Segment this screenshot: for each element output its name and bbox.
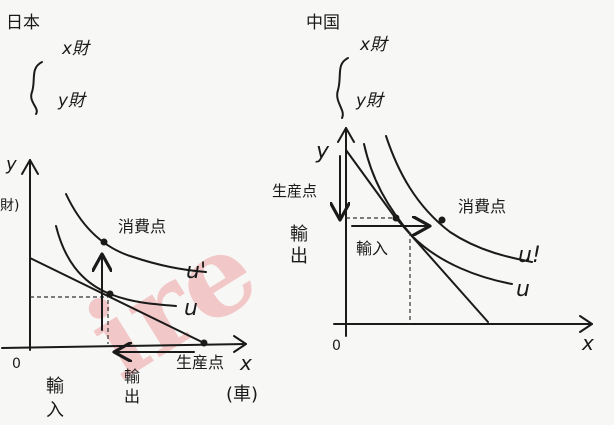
left-origin-label: 0	[12, 356, 21, 372]
left-curve-inner-label: u	[184, 296, 198, 321]
right-x-axis-arrow	[579, 315, 593, 333]
left-export-label-1: 輸	[124, 367, 140, 386]
left-x-axis-unit: (車)	[226, 384, 258, 405]
right-curve-inner-label: u	[516, 277, 530, 302]
left-indifference-curve-outer	[65, 193, 207, 273]
right-bracket	[336, 57, 349, 119]
left-y-axis-label: y	[5, 154, 17, 175]
right-country-label: 中国	[306, 13, 340, 33]
right-production-point-label: 生産点	[272, 182, 317, 200]
left-export-label-2: 出	[124, 387, 140, 406]
right-x-axis-label: x	[581, 331, 594, 355]
right-good-x-label: x財	[359, 35, 389, 55]
left-y-axis-suffix: 財)	[0, 198, 19, 214]
right-indifference-curve-inner	[363, 143, 513, 285]
left-country-label: 日本	[6, 13, 40, 33]
right-good-y-label: y財	[355, 91, 385, 111]
left-import-label-2: 入	[46, 400, 64, 421]
left-production-point-label: 生産点	[176, 353, 224, 372]
left-production-point	[200, 339, 208, 347]
left-consumption-point	[100, 238, 108, 246]
right-trade-line	[345, 149, 489, 323]
left-x-axis-label: x	[239, 351, 252, 375]
left-curve-outer-label: u'	[186, 259, 206, 284]
right-export-label-2: 出	[290, 246, 308, 267]
left-tangent-point	[106, 290, 114, 298]
right-panel: 中国 x財 y財 y 0 x u! u 生産点 輸 出 輸入 消費点	[272, 13, 594, 355]
left-bracket	[30, 61, 43, 115]
left-y-axis-arrow	[21, 159, 39, 175]
right-indifference-curve-outer	[385, 135, 533, 263]
right-curve-outer-label: u!	[518, 243, 541, 268]
right-production-point	[392, 214, 400, 222]
left-panel: 日本 x財 y財 y 財) 0 x (車) u' u 消費点 生産点	[0, 13, 258, 421]
left-consumption-point-label: 消費点	[118, 217, 166, 236]
left-import-label-1: 輸	[46, 376, 64, 397]
left-trade-line	[29, 257, 205, 344]
right-consumption-point	[438, 216, 446, 224]
right-y-axis-arrow	[337, 127, 355, 143]
left-good-y-label: y財	[57, 91, 87, 111]
right-origin-label: 0	[332, 338, 341, 354]
right-import-label: 輸入	[356, 239, 388, 258]
left-x-axis-arrow	[233, 335, 247, 353]
right-export-label-1: 輸	[290, 224, 308, 245]
right-consumption-point-label: 消費点	[458, 197, 506, 216]
left-good-x-label: x財	[61, 39, 91, 59]
right-y-axis-label: y	[315, 139, 330, 164]
